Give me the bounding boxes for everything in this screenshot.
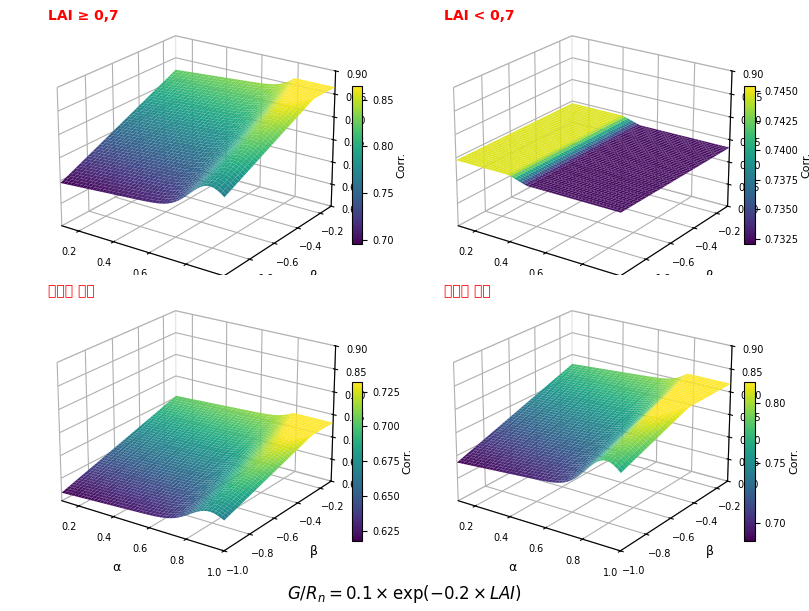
Y-axis label: Corr.: Corr. <box>396 152 407 178</box>
Text: LAI ≥ 0,7: LAI ≥ 0,7 <box>48 9 118 23</box>
Y-axis label: β: β <box>310 270 318 284</box>
Y-axis label: Corr.: Corr. <box>789 448 799 474</box>
Y-axis label: β: β <box>706 270 714 284</box>
Text: 투수율 낙음: 투수율 낙음 <box>444 284 491 298</box>
Text: 투수율 높음: 투수율 높음 <box>48 284 95 298</box>
Y-axis label: Corr.: Corr. <box>403 448 413 474</box>
Y-axis label: β: β <box>310 545 318 558</box>
X-axis label: α: α <box>112 561 120 574</box>
Text: LAI < 0,7: LAI < 0,7 <box>444 9 515 23</box>
X-axis label: α: α <box>508 561 516 574</box>
X-axis label: α: α <box>112 286 120 299</box>
X-axis label: α: α <box>508 286 516 299</box>
Y-axis label: Corr.: Corr. <box>801 152 809 178</box>
Text: $G/R_n = 0.1 \times \exp(-0.2 \times LAI)$: $G/R_n = 0.1 \times \exp(-0.2 \times LAI… <box>287 583 522 605</box>
Y-axis label: β: β <box>706 545 714 558</box>
